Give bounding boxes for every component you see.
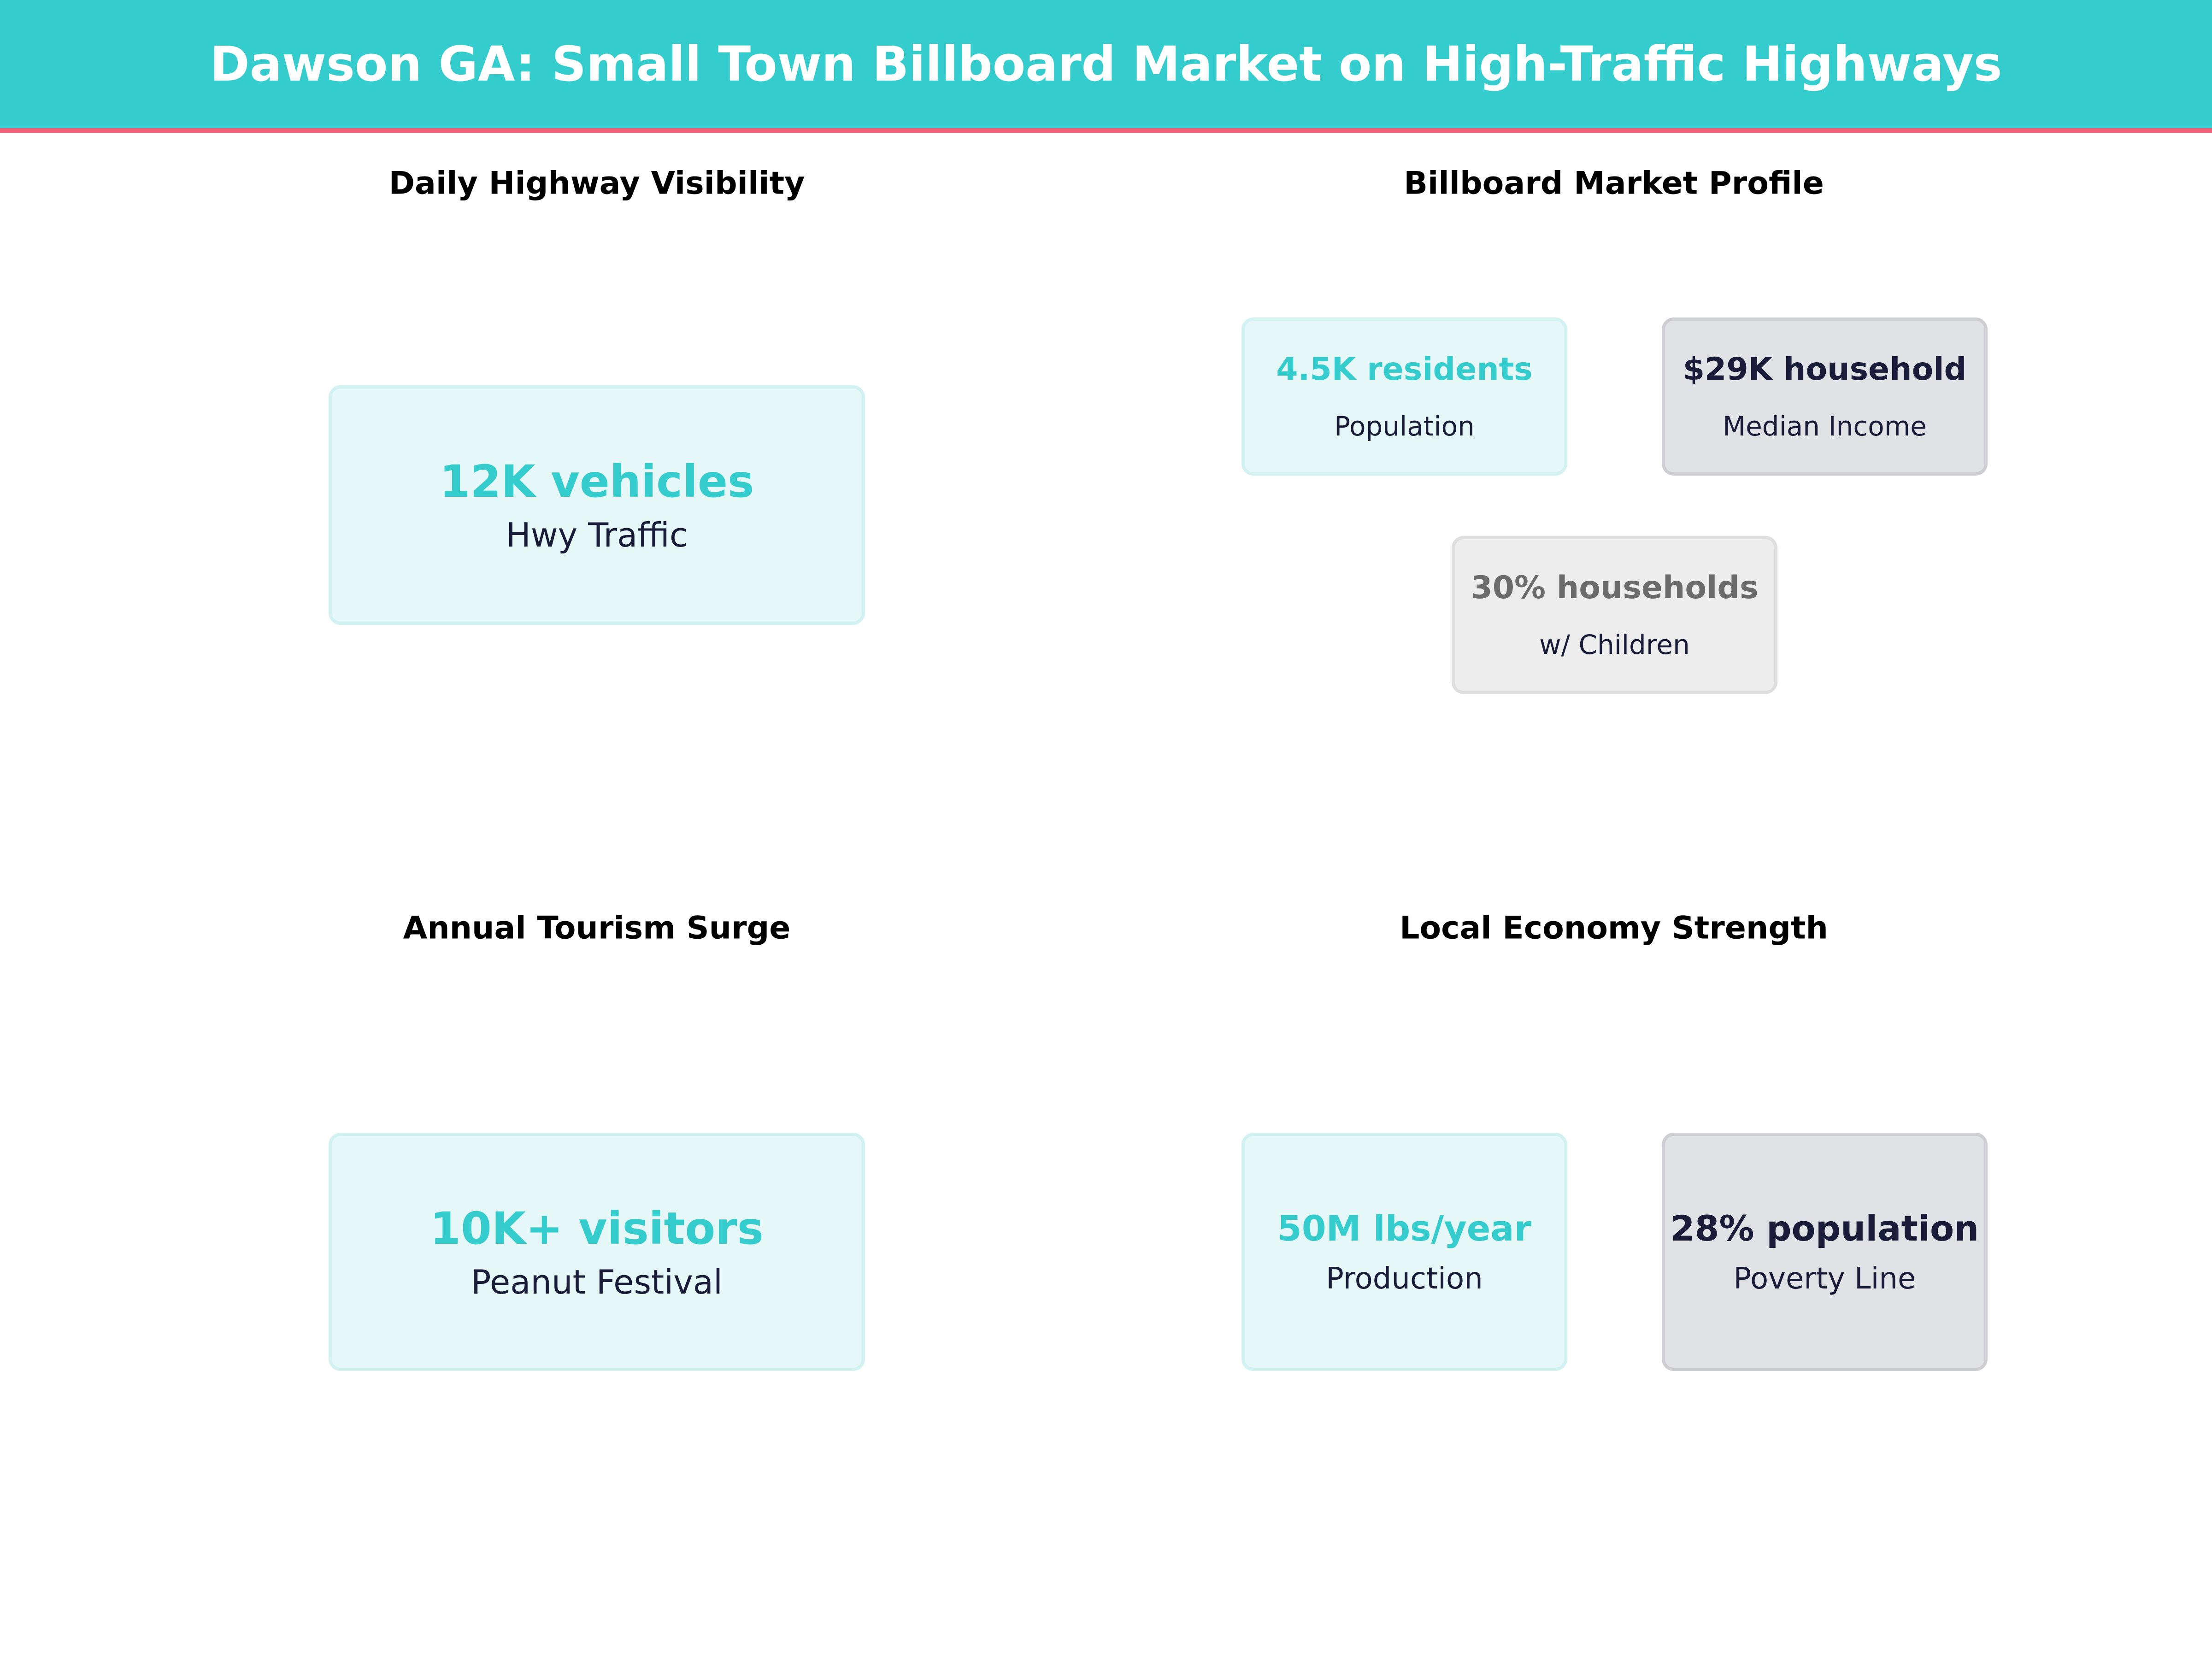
card-production: 50M lbs/year Production — [1241, 1133, 1567, 1371]
card-label: Median Income — [1723, 411, 1927, 442]
card-highway-traffic: 12K vehicles Hwy Traffic — [329, 385, 865, 625]
card-tourism: 10K+ visitors Peanut Festival — [329, 1133, 865, 1371]
header-banner: Dawson GA: Small Town Billboard Market o… — [0, 0, 2212, 133]
card-value: 10K+ visitors — [430, 1202, 764, 1254]
panel-title-economy: Local Economy Strength — [1400, 910, 1828, 947]
panel-title-market-profile: Billboard Market Profile — [1404, 165, 1824, 202]
card-households-children: 30% households w/ Children — [1452, 536, 1777, 694]
card-label: Hwy Traffic — [506, 516, 688, 554]
card-value: 4.5K residents — [1276, 351, 1533, 388]
card-value: 12K vehicles — [439, 456, 754, 507]
card-label: Population — [1334, 411, 1475, 442]
card-label: w/ Children — [1539, 629, 1690, 660]
card-value: 28% population — [1670, 1208, 1979, 1249]
card-value: 50M lbs/year — [1277, 1208, 1532, 1249]
card-label: Peanut Festival — [471, 1262, 723, 1301]
card-poverty: 28% population Poverty Line — [1662, 1133, 1988, 1371]
card-population: 4.5K residents Population — [1241, 318, 1567, 476]
card-median-income: $29K household Median Income — [1662, 318, 1988, 476]
card-value: 30% households — [1471, 570, 1759, 606]
panel-title-highway-visibility: Daily Highway Visibility — [388, 165, 805, 202]
card-label: Production — [1326, 1262, 1483, 1296]
card-value: $29K household — [1683, 351, 1967, 388]
page-title: Dawson GA: Small Town Billboard Market o… — [210, 36, 2002, 92]
panel-title-tourism: Annual Tourism Surge — [403, 910, 791, 947]
card-label: Poverty Line — [1733, 1262, 1916, 1296]
